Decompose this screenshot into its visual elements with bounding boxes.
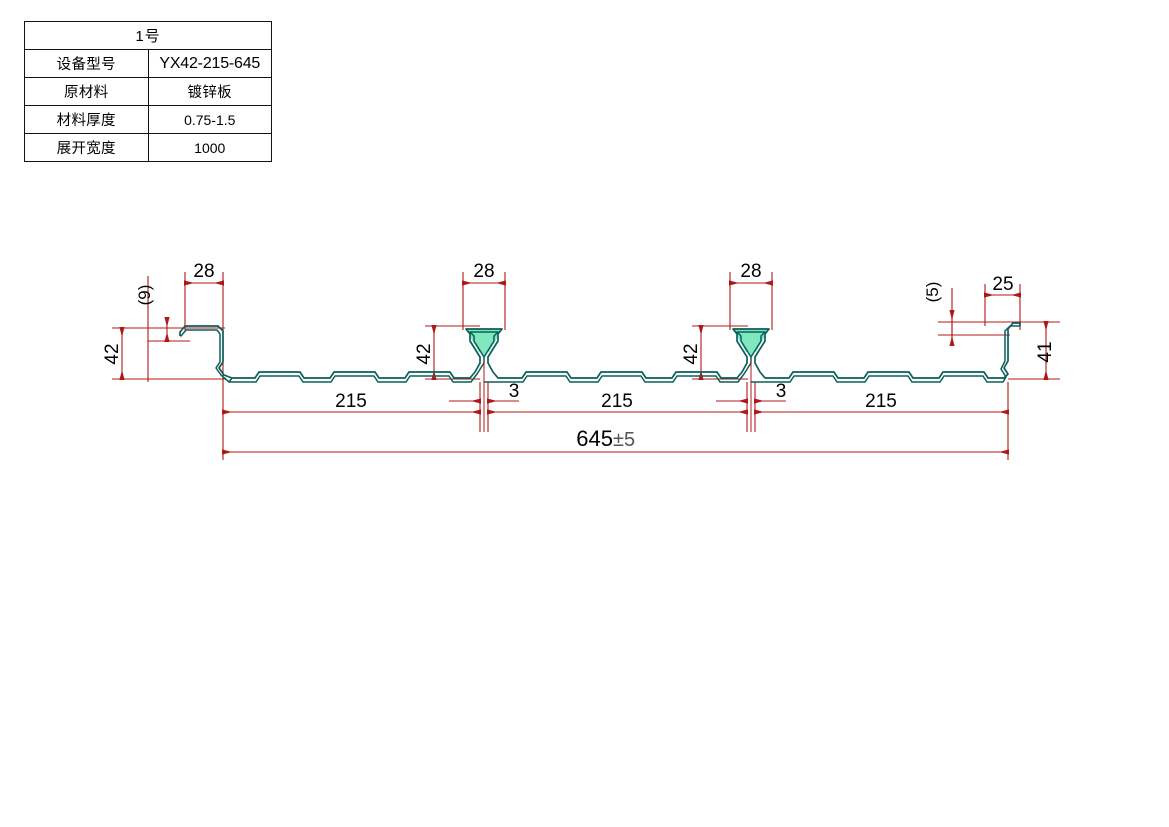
spec-value-material: 镀锌板 bbox=[147, 77, 272, 106]
spec-label-model: 设备型号 bbox=[24, 49, 149, 78]
sheet-profile bbox=[179, 322, 1021, 383]
table-row: 材料厚度 0.75-1.5 bbox=[24, 105, 272, 134]
rib-1-fill bbox=[466, 329, 502, 360]
spec-table-title: 1号 bbox=[24, 21, 272, 50]
spec-value-thickness: 0.75-1.5 bbox=[147, 105, 272, 134]
dim-label-overall-tolerance: ±5 bbox=[613, 429, 635, 451]
rib-2-fill bbox=[733, 329, 769, 360]
table-row-title: 1号 bbox=[24, 21, 272, 50]
pan-left-closer bbox=[228, 377, 233, 383]
dim-label-left-rib-height: 42 bbox=[102, 343, 123, 364]
dim-label-bay-3: 215 bbox=[865, 391, 897, 412]
dim-label-rib1-width: 28 bbox=[473, 261, 494, 282]
profile-outline bbox=[179, 322, 1021, 379]
dim-label-rib2-width: 28 bbox=[740, 261, 761, 282]
dimension-labels: 42 (9) 28 42 28 3 42 28 3 (5) 25 41 215 … bbox=[102, 261, 1056, 451]
profile-inner-line bbox=[180, 325, 1021, 383]
dimension-lines bbox=[112, 272, 1060, 460]
dim-label-rib2-height: 42 bbox=[681, 343, 702, 364]
dim-label-rib1-stem: 3 bbox=[509, 381, 520, 402]
dim-label-rib2-stem: 3 bbox=[776, 381, 787, 402]
spec-table: 1号 设备型号 YX42-215-645 原材料 镀锌板 材料厚度 0.75-1… bbox=[24, 21, 272, 162]
dim-label-overall: 645 bbox=[576, 426, 613, 451]
rib-centerlines bbox=[483, 360, 752, 432]
dim-label-rib1-height: 42 bbox=[414, 343, 435, 364]
spec-label-material: 原材料 bbox=[24, 77, 149, 106]
dim-label-right-rib-width: 25 bbox=[992, 274, 1013, 295]
dim-label-bay-2: 215 bbox=[601, 391, 633, 412]
dim-label-bay-1: 215 bbox=[335, 391, 367, 412]
dim-label-right-lip: (5) bbox=[923, 282, 942, 303]
table-row: 设备型号 YX42-215-645 bbox=[24, 49, 272, 78]
table-row: 原材料 镀锌板 bbox=[24, 77, 272, 106]
dim-label-left-lip: (9) bbox=[135, 285, 154, 306]
dim-label-right-rib-height: 41 bbox=[1035, 341, 1056, 362]
spec-label-width: 展开宽度 bbox=[24, 133, 149, 162]
spec-value-width: 1000 bbox=[147, 133, 272, 162]
dim-label-left-rib-width: 28 bbox=[193, 261, 214, 282]
table-row: 展开宽度 1000 bbox=[24, 133, 272, 162]
